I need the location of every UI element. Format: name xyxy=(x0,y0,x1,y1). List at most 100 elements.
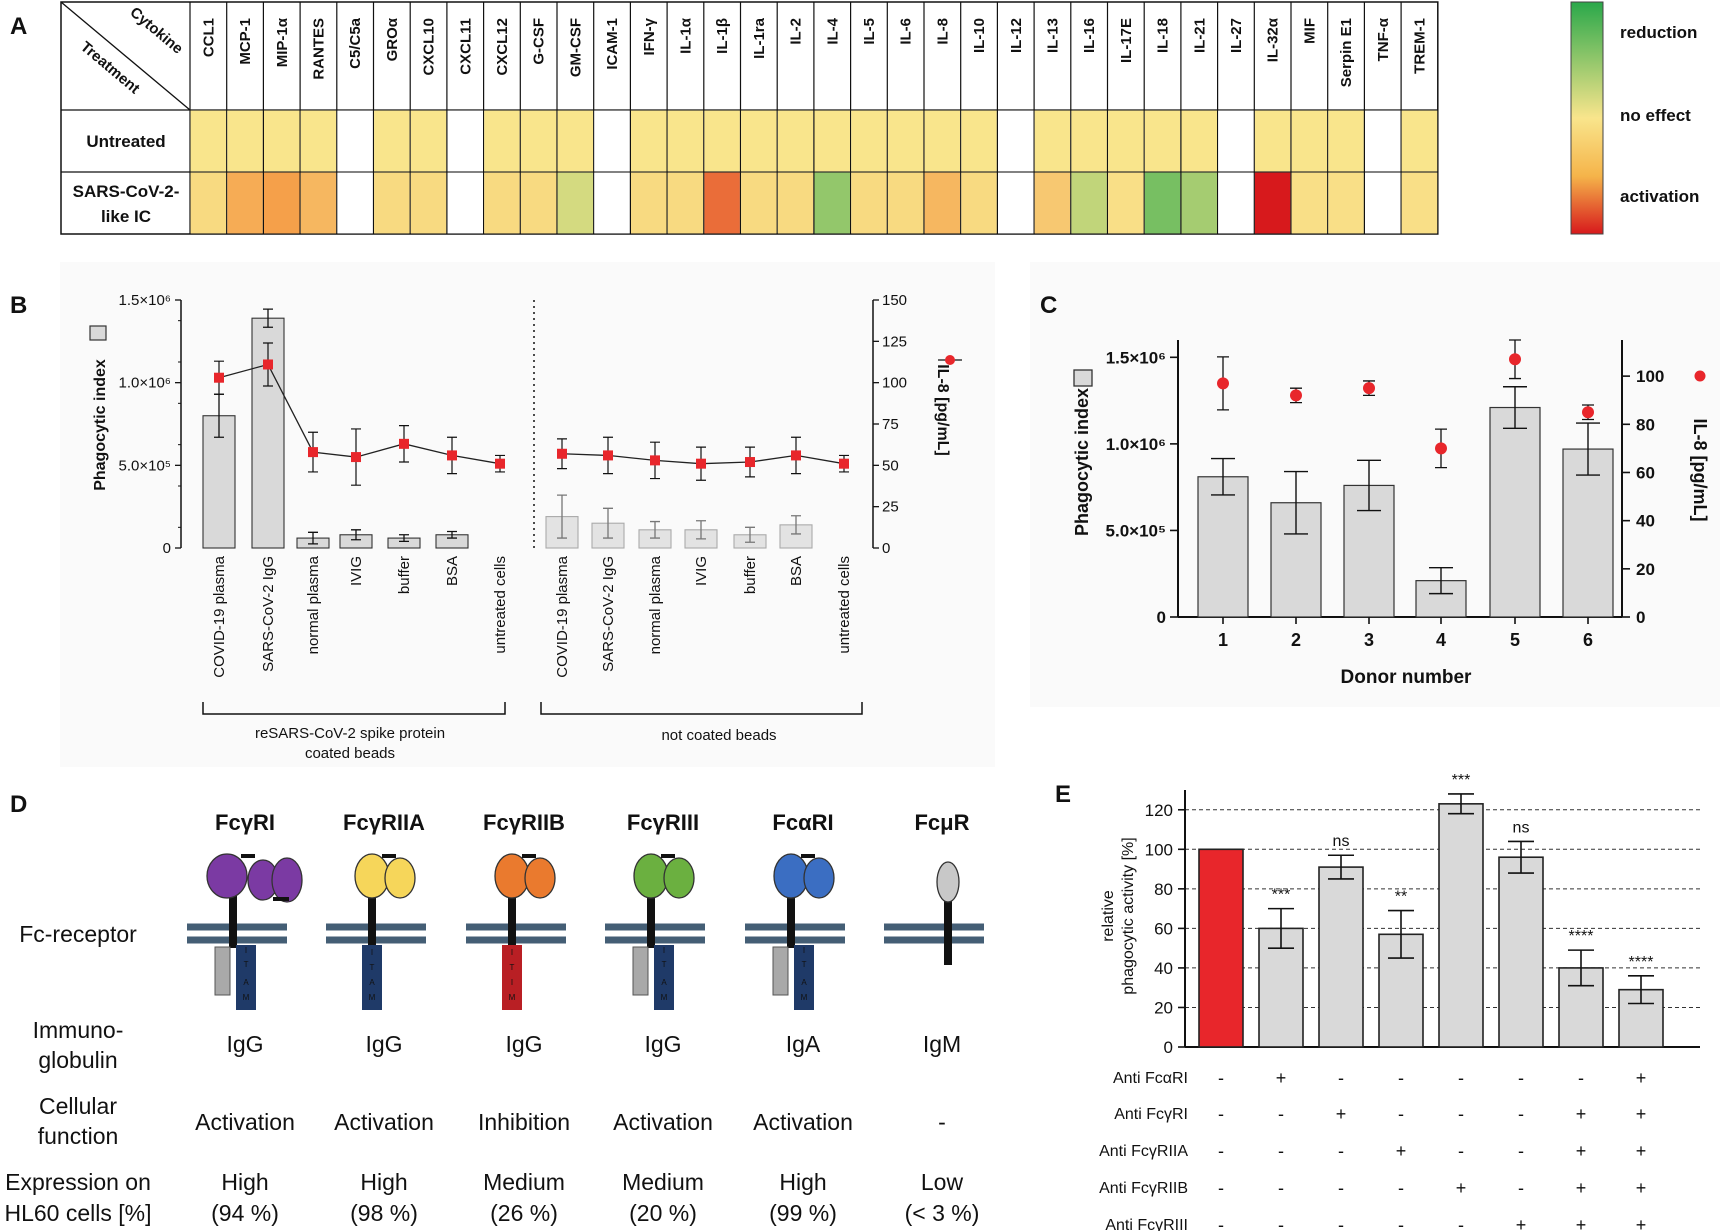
panel-b-chart: 0 5.0×10⁵ 1.0×10⁶ 1.5×10⁶ 0 25 50 75 100 125 150 Ph… xyxy=(89,292,962,762)
significance-label: ns xyxy=(1513,819,1530,836)
heatmap-cell xyxy=(447,110,483,172)
motif-label: M xyxy=(243,993,250,1002)
treatment-label: Anti FcγRIIA xyxy=(1099,1143,1188,1160)
panel-label-e: E xyxy=(1055,781,1071,808)
bar-error xyxy=(263,308,273,328)
il8-point xyxy=(214,372,224,383)
heatmap-row-header: Treatment xyxy=(77,38,143,97)
treatment-mark: - xyxy=(1218,1141,1224,1161)
heatmap-column-label: IL-10 xyxy=(971,18,988,53)
heatmap-cell xyxy=(741,172,777,234)
heatmap-cell xyxy=(777,172,814,234)
heatmap-cell xyxy=(484,110,520,172)
bar-error xyxy=(1357,459,1381,512)
heatmap-cell xyxy=(1218,110,1254,172)
legend-dot xyxy=(945,355,955,365)
heatmap-column-label: IL-1α xyxy=(677,17,694,54)
significance-label: ns xyxy=(1333,833,1350,850)
heatmap-cell xyxy=(667,110,704,172)
signaling-motif xyxy=(236,945,256,1010)
heatmap-cell xyxy=(1328,172,1364,234)
bar-error xyxy=(1448,793,1474,815)
heatmap-cell xyxy=(337,110,373,172)
receptor-name: FcαRI xyxy=(772,810,833,835)
heatmap-cell xyxy=(1365,110,1401,172)
legend-bar-swatch xyxy=(1073,369,1093,387)
heatmap-cell xyxy=(887,172,924,234)
treatment-mark: - xyxy=(1458,1104,1464,1124)
x-tick-label: 2 xyxy=(1291,630,1301,650)
left-tick-label: 1.5×10⁶ xyxy=(1106,348,1166,367)
bar-error xyxy=(650,520,660,539)
treatment-mark: + xyxy=(1636,1068,1647,1088)
y-axis-label: phagocytic activity [%] xyxy=(1120,837,1137,994)
left-axis-label: Phagocytic index xyxy=(92,359,109,491)
bar-error xyxy=(308,531,318,545)
heatmap-cell xyxy=(704,172,740,234)
heatmap-cell xyxy=(227,110,263,172)
receptor-domain xyxy=(936,861,960,903)
panel-label-c: C xyxy=(1040,292,1057,319)
treatment-label: Anti FcγRIII xyxy=(1105,1217,1188,1231)
il8-point xyxy=(1363,382,1375,395)
motif-label: M xyxy=(509,993,516,1002)
heatmap-cell xyxy=(1034,110,1071,172)
immunoglobulin: IgG xyxy=(644,1031,681,1057)
il8-point xyxy=(1582,406,1594,419)
activity-bar xyxy=(1318,866,1364,1048)
category-label: SARS-CoV-2 IgG xyxy=(260,556,277,672)
heatmap-cell xyxy=(704,110,740,172)
heatmap-column-label: Serpin E1 xyxy=(1338,18,1355,87)
receptor-name: FcγRIII xyxy=(627,810,699,835)
il8-point xyxy=(791,450,801,461)
bar-error xyxy=(1508,840,1534,874)
category-label: normal plasma xyxy=(647,555,664,654)
motif-label: A xyxy=(243,978,249,987)
heatmap-cell xyxy=(851,110,887,172)
panel-a-heatmap: Cytokine Treatment CCL1 MCP-1 MIP-1α RANTES… xyxy=(60,1,1439,235)
il8-point xyxy=(1509,353,1521,366)
right-tick-label: 60 xyxy=(1636,463,1655,482)
heatmap-column-label: IL-18 xyxy=(1155,18,1172,53)
heatmap-cell xyxy=(1071,110,1107,172)
right-tick-label: 75 xyxy=(882,416,899,433)
il8-point xyxy=(263,359,273,370)
right-tick-label: 125 xyxy=(882,333,907,350)
bar-error xyxy=(745,526,755,543)
treatment-mark: + xyxy=(1396,1141,1407,1161)
treatment-mark: - xyxy=(1518,1104,1524,1124)
left-axis-label: Phagocytic index xyxy=(1072,388,1092,536)
heatmap-cell xyxy=(410,110,447,172)
heatmap-row-label-untreated: Untreated xyxy=(86,132,165,151)
heatmap-cell xyxy=(998,172,1034,234)
heatmap-cell xyxy=(887,110,924,172)
heatmap-cell xyxy=(190,172,227,234)
heatmap-cell xyxy=(447,172,483,234)
heatmap-column-label: IFN-γ xyxy=(641,17,658,55)
x-tick-label: 5 xyxy=(1510,630,1520,650)
heatmap-column-label: MIF xyxy=(1301,18,1318,44)
motif-label: I xyxy=(245,946,247,955)
heatmap-cell xyxy=(557,172,594,234)
right-tick-label: 100 xyxy=(882,375,907,392)
heatmap-cell xyxy=(1181,172,1217,234)
heatmap-cell xyxy=(814,110,850,172)
heatmap-cell xyxy=(1144,172,1181,234)
row-label-function-1: Cellular xyxy=(39,1093,117,1119)
cellular-function: - xyxy=(938,1109,946,1135)
row-label-fc-receptor: Fc-receptor xyxy=(19,921,137,947)
heatmap-column-label: MCP-1 xyxy=(237,18,254,65)
category-label: BSA xyxy=(444,556,461,586)
receptor-domain xyxy=(206,853,248,899)
treatment-mark: - xyxy=(1218,1215,1224,1231)
left-tick-label: 0 xyxy=(1157,608,1166,627)
row-label-expression-2: HL60 cells [%] xyxy=(4,1200,151,1226)
category-label: normal plasma xyxy=(305,555,322,654)
y-tick-label: 120 xyxy=(1145,801,1173,820)
right-tick-label: 80 xyxy=(1636,415,1655,434)
treatment-mark: - xyxy=(1218,1104,1224,1124)
il8-point xyxy=(745,457,755,468)
left-tick-label: 0 xyxy=(163,540,171,557)
treatment-mark: - xyxy=(1518,1068,1524,1088)
heatmap-cell xyxy=(1328,110,1364,172)
